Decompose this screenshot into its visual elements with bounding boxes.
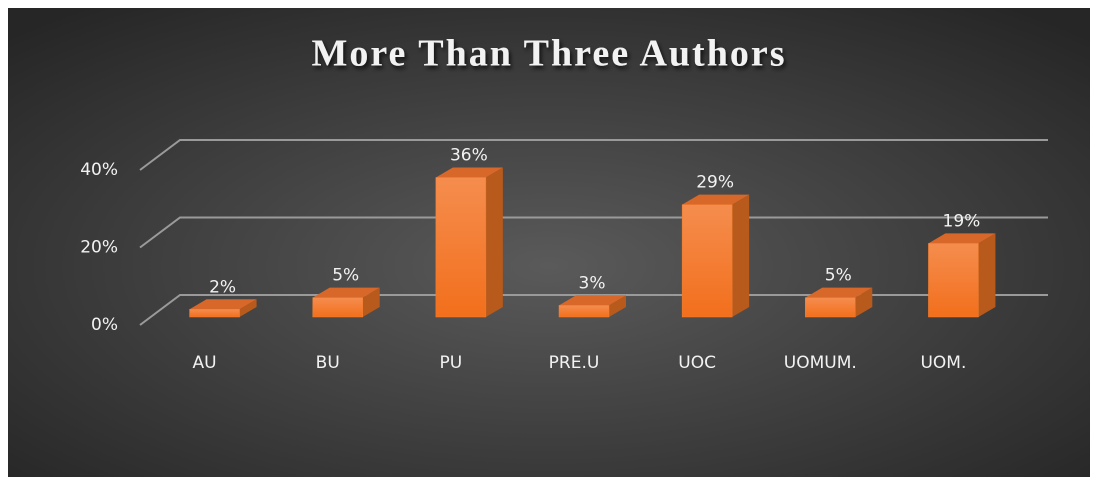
bar xyxy=(805,297,856,318)
bar-top xyxy=(312,287,380,298)
bar-side xyxy=(609,295,626,317)
data-label: 36% xyxy=(450,146,488,166)
grid-line xyxy=(139,294,1048,326)
x-tick-label: PRE.U xyxy=(549,353,600,373)
bar xyxy=(435,177,487,318)
bar xyxy=(558,305,610,318)
bar-top xyxy=(189,299,257,310)
x-tick-label: AU xyxy=(193,353,217,373)
grid-line xyxy=(139,216,1048,249)
plot-background xyxy=(8,8,1090,477)
y-tick-label: 40% xyxy=(80,160,118,180)
bar xyxy=(189,309,240,318)
bar-top xyxy=(559,295,626,306)
x-tick-label: BU xyxy=(316,353,340,373)
x-tick-label: UOC xyxy=(678,353,716,373)
bar-side xyxy=(978,233,996,317)
bar-side xyxy=(732,194,750,317)
bar-top xyxy=(435,167,503,178)
y-tick-label: 0% xyxy=(91,315,118,335)
x-tick-label: UOMUM. xyxy=(784,353,857,373)
x-tick-label: PU xyxy=(440,353,463,373)
data-label: 5% xyxy=(332,266,359,286)
grid-line xyxy=(139,139,1048,171)
bar-side xyxy=(855,287,873,317)
data-label: 5% xyxy=(825,266,852,286)
data-label: 19% xyxy=(943,211,981,231)
data-label: 3% xyxy=(579,273,606,293)
x-tick-label: UOM. xyxy=(920,353,966,373)
bar xyxy=(681,204,733,318)
bar-side xyxy=(485,167,503,317)
bar-side xyxy=(239,299,257,317)
bar-top xyxy=(928,233,996,244)
bar-side xyxy=(362,287,380,317)
bar-top xyxy=(682,194,750,205)
data-label: 2% xyxy=(209,277,236,297)
bar-top xyxy=(805,287,873,298)
bar xyxy=(928,243,979,318)
data-label: 29% xyxy=(696,173,734,193)
bar xyxy=(312,297,363,318)
chart-title: More Than Three Authors xyxy=(312,33,787,75)
y-tick-label: 20% xyxy=(80,238,118,258)
